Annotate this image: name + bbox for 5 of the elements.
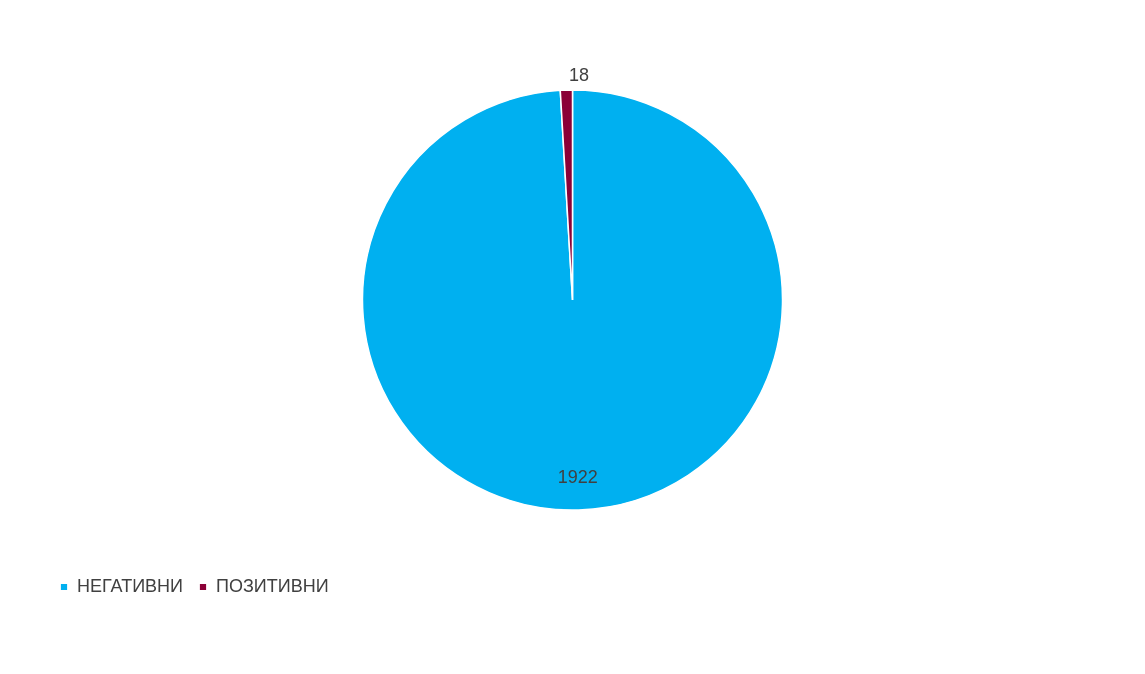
- pie-slice: [361, 89, 784, 511]
- legend-label: НЕГАТИВНИ: [77, 576, 184, 596]
- data-label: 1922: [557, 467, 598, 488]
- legend-label: ПОЗИТИВНИ: [216, 576, 329, 596]
- data-label: 18: [569, 65, 590, 86]
